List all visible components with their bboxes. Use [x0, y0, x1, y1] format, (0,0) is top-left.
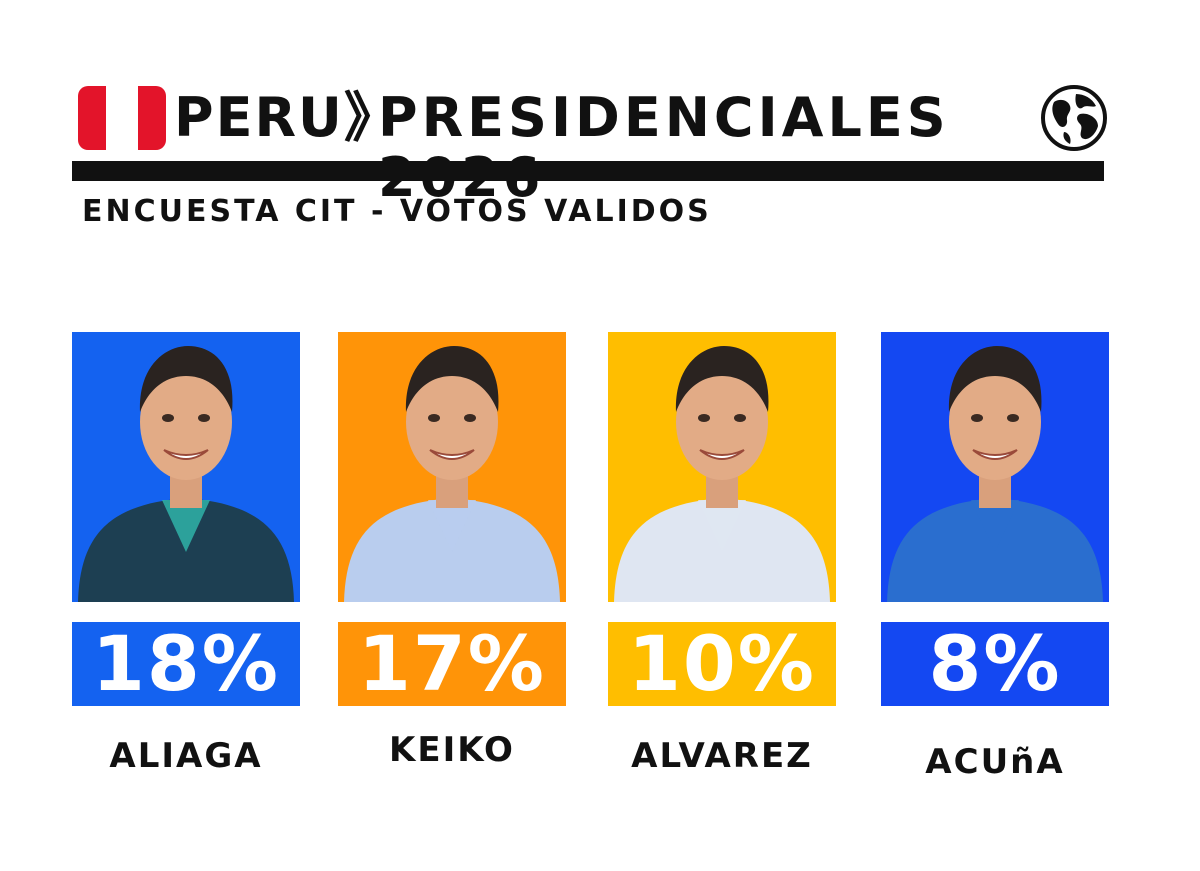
chart-subtitle: ENCUESTA CIT - VOTOS VALIDOS — [82, 194, 712, 229]
category-label: KEIKO — [389, 730, 515, 770]
bar-value-label: 8% — [881, 622, 1109, 706]
chart-header: PERU》 PRESIDENCIALES 2026 — [78, 84, 1108, 208]
category-label: ACUñA — [925, 742, 1065, 782]
header-divider — [72, 161, 1104, 181]
category-label: ALIAGA — [109, 736, 263, 776]
category-label: ALVAREZ — [631, 736, 813, 776]
bar-value-label: 10% — [608, 622, 836, 706]
candidate-photo — [72, 332, 300, 602]
bar-value-label: 17% — [338, 622, 566, 706]
candidate-photo — [338, 332, 566, 602]
country-label: PERU》 — [174, 86, 400, 149]
candidate-photo — [608, 332, 836, 602]
chart-title: PRESIDENCIALES 2026 — [378, 86, 950, 208]
candidate-photo — [881, 332, 1109, 602]
globe-icon — [1041, 85, 1107, 151]
bar-value-label: 18% — [72, 622, 300, 706]
peru-flag-icon — [78, 86, 166, 150]
